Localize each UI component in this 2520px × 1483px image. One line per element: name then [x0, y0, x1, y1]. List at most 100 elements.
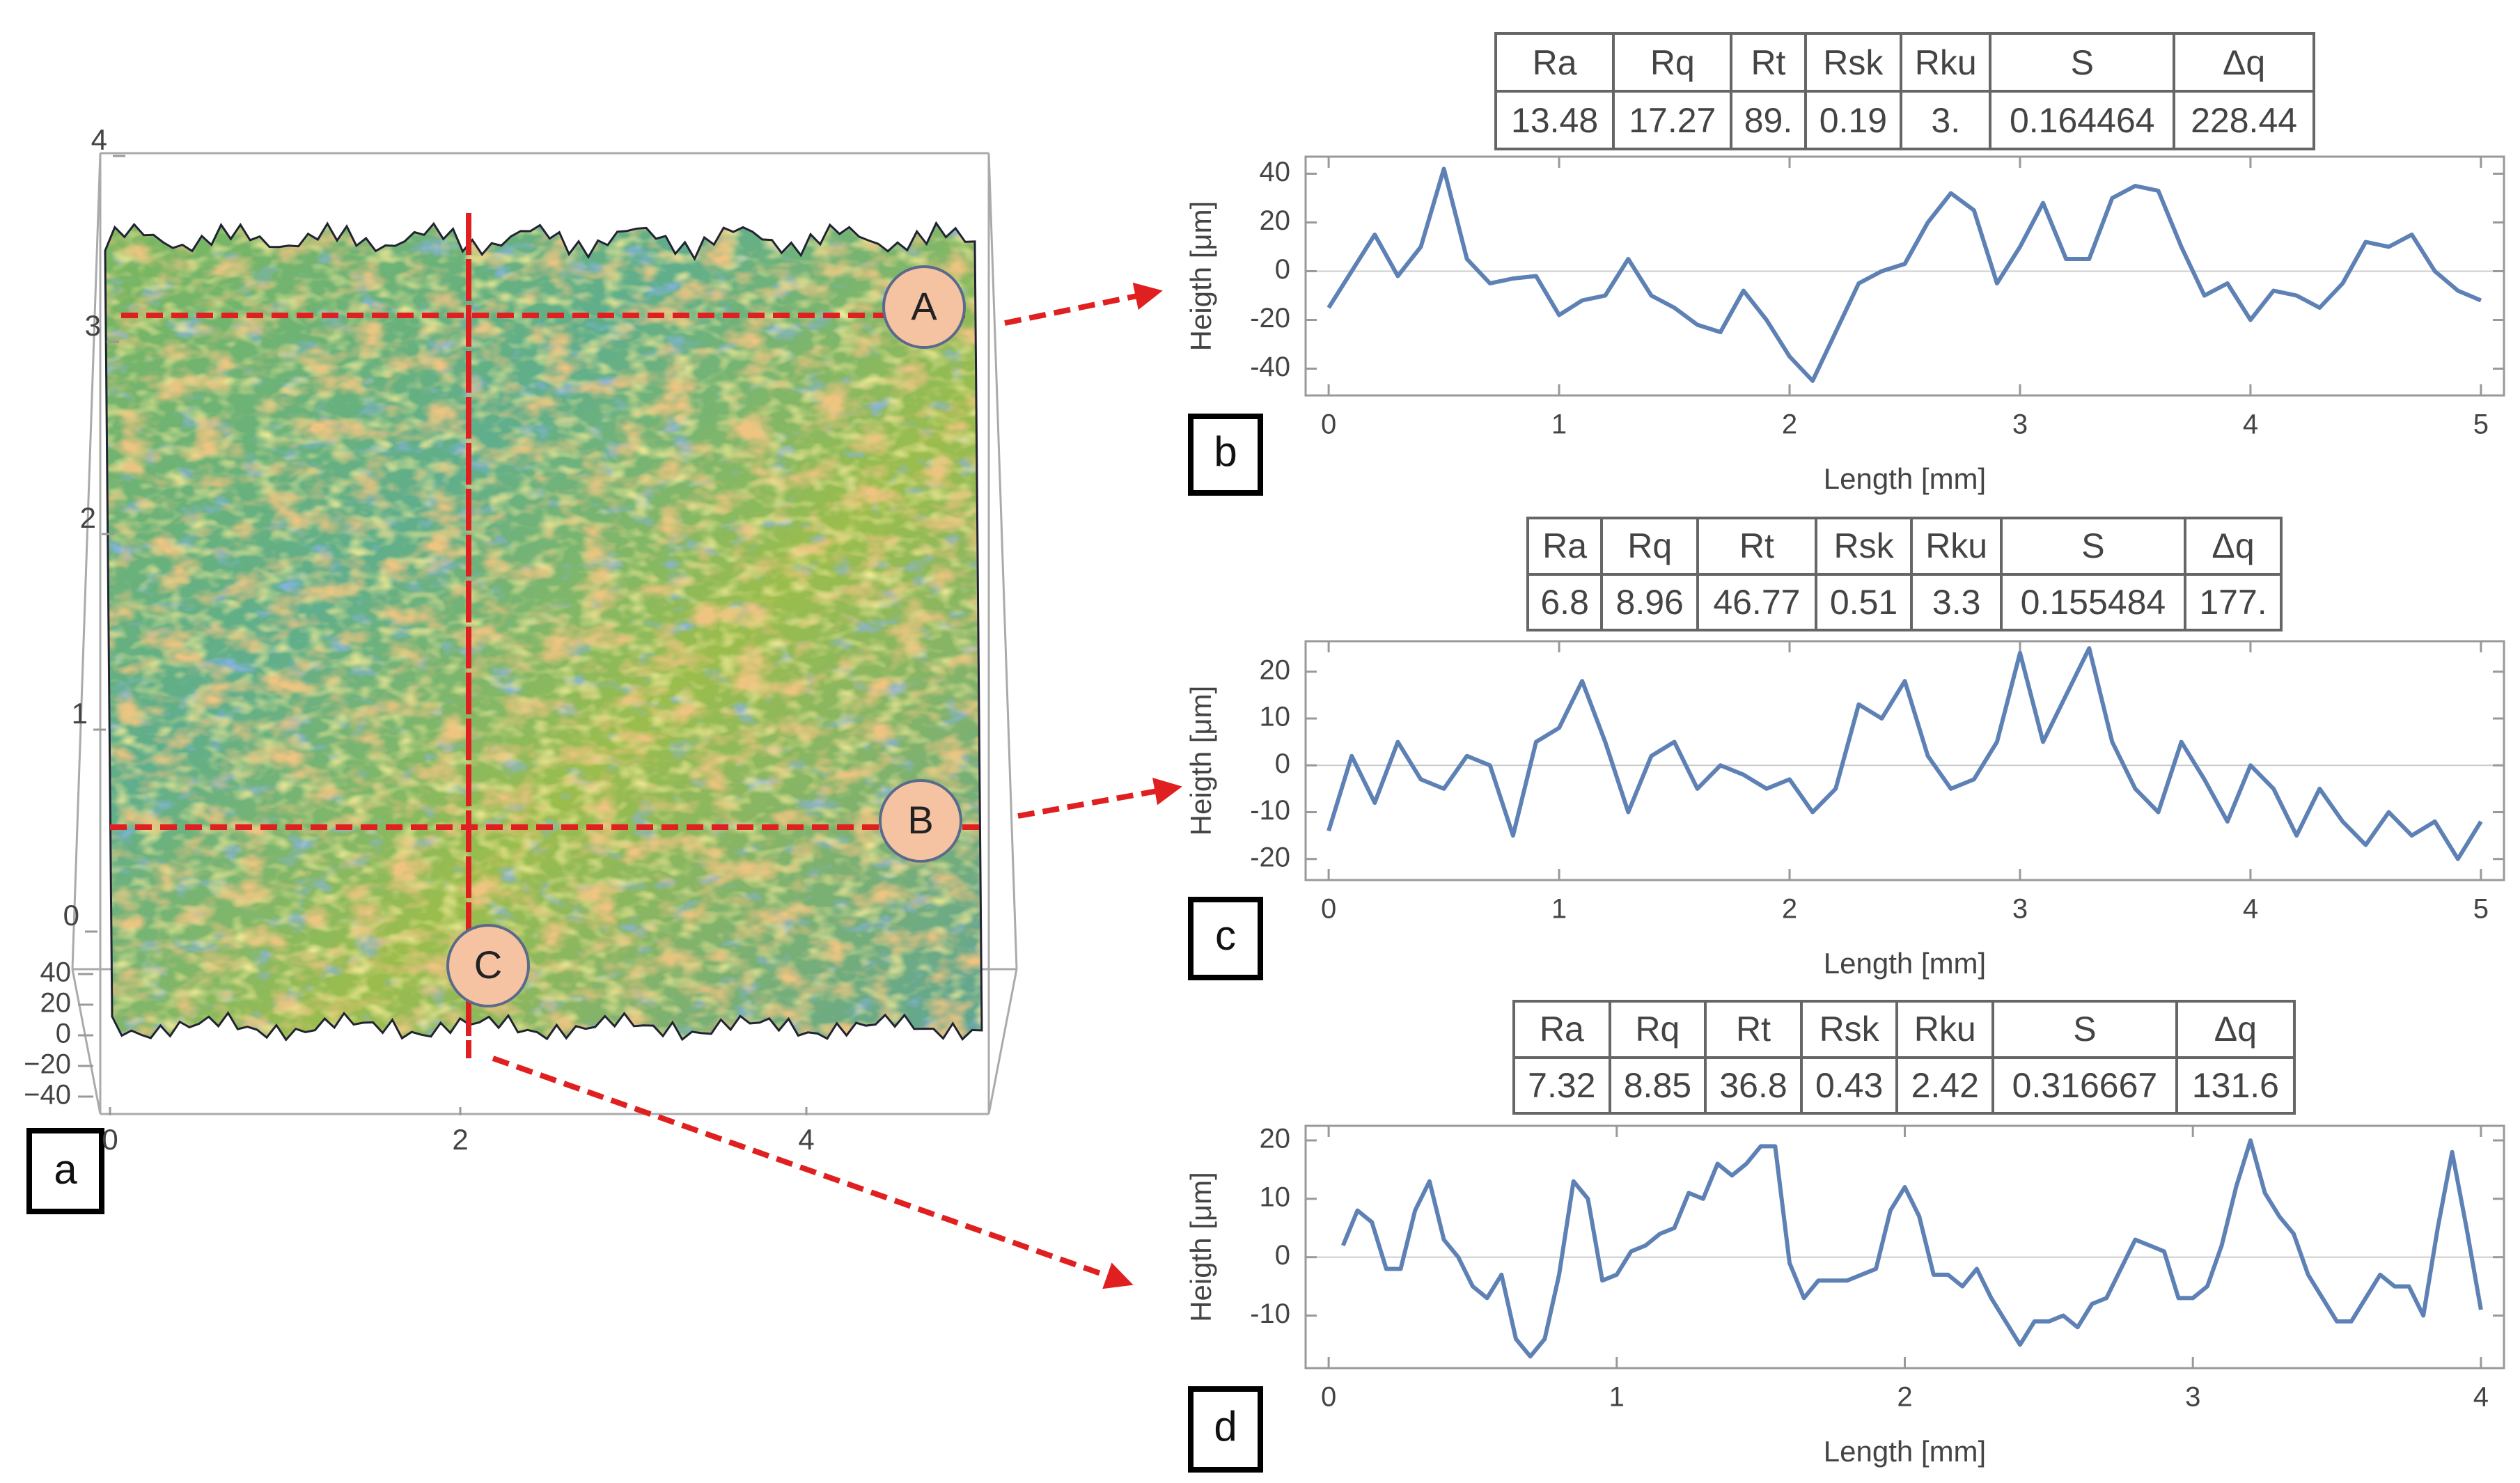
stats-header-cell: Rsk	[1803, 32, 1903, 93]
plot-frame	[1304, 155, 2505, 397]
y-tick-label: 1	[72, 697, 88, 730]
marker-circle	[879, 779, 962, 863]
stats-header-cell: S	[1991, 1000, 2178, 1059]
stats-value-cell: 0.155484	[1999, 572, 2187, 631]
stats-header-cell: Δq	[2184, 517, 2283, 576]
x-tick-label: 4	[2243, 409, 2258, 440]
z-tick-label: −40	[24, 1080, 71, 1111]
x-tick-label: 1	[1551, 894, 1567, 925]
y-tick-label: 10	[1260, 702, 1291, 732]
z-tick-label: 20	[40, 988, 72, 1019]
x-tick-label: 0	[1321, 894, 1336, 925]
stats-header-cell: S	[1999, 517, 2187, 576]
panel-label: a	[54, 1146, 77, 1193]
stats-value-cell: 0.51	[1814, 572, 1914, 631]
stats-value-cell: 228.44	[2173, 90, 2315, 150]
stats-header-cell: Rt	[1696, 517, 1817, 576]
stats-value-cell: 6.8	[1526, 572, 1604, 631]
stats-header-cell: S	[1989, 32, 2176, 93]
y-tick-label: -40	[1250, 352, 1290, 382]
stats-table-body: Ra Rq Rt Rsk Rku S Δq 7.32 8.85 36.8 0.43 2.42 0.316…	[1512, 1000, 2296, 1115]
stats-value-cell: 0.164464	[1989, 90, 2176, 150]
stats-header-cell: Rku	[1900, 32, 1992, 93]
stats-value-cell: 0.43	[1799, 1056, 1899, 1115]
y-axis-label: Heigth [μm]	[1184, 686, 1217, 836]
stats-header-row: Ra Rq Rt Rsk Rku S Δq	[1526, 517, 2283, 576]
panel-label: b	[1214, 428, 1237, 475]
stats-table-body: Ra Rq Rt Rsk Rku S Δq 6.8 8.96 46.77 0.51 3.3 0.1554…	[1526, 517, 2283, 631]
stats-header-cell: Δq	[2173, 32, 2315, 93]
y-tick-label: 40	[1260, 157, 1291, 187]
y-axis-label: Heigth [μm]	[1184, 201, 1217, 352]
x-tick-label: 1	[1551, 409, 1567, 440]
x-tick-label: 4	[798, 1123, 814, 1156]
section-lines	[110, 213, 1182, 1289]
y-tick-label: 3	[85, 309, 101, 342]
y-tick-label: 20	[1260, 1124, 1291, 1154]
x-tick-label: 0	[1321, 409, 1336, 440]
x-tick-label: 5	[2473, 894, 2489, 925]
stats-header-cell: Rq	[1600, 517, 1700, 576]
y-tick-label: 20	[1260, 205, 1291, 236]
stats-value-cell: 89.	[1730, 90, 1807, 150]
stats-value-cell: 17.27	[1612, 90, 1733, 150]
marker-circle	[446, 924, 530, 1007]
stats-header-cell: Rsk	[1814, 517, 1914, 576]
stats-value-cell: 13.48	[1494, 90, 1615, 150]
stats-value-cell: 3.3	[1910, 572, 2003, 631]
stats-value-cell: 8.96	[1600, 572, 1700, 631]
stats-header-cell: Rku	[1910, 517, 2003, 576]
x-tick-label: 4	[2243, 894, 2258, 925]
stats-header-cell: Ra	[1494, 32, 1615, 93]
arrow	[492, 1056, 1134, 1289]
box-edge	[71, 152, 102, 970]
profile-chart: -40 -20 0 20 40 0 1 2 3 4 5 Length [mm] Heigth [μm] b	[1184, 155, 2505, 496]
y-tick-label: 10	[1260, 1182, 1291, 1212]
stats-value-cell: 177.	[2184, 572, 2283, 631]
stats-value-cell: 131.6	[2175, 1056, 2296, 1115]
stats-value-cell: 0.316667	[1991, 1056, 2178, 1115]
stats-value-row: 7.32 8.85 36.8 0.43 2.42 0.316667 131.6	[1512, 1056, 2296, 1115]
stats-header-cell: Δq	[2175, 1000, 2296, 1059]
stats-value-row: 13.48 17.27 89. 0.19 3. 0.164464 228.44	[1494, 90, 2315, 150]
y-tick-label: 0	[1275, 1240, 1290, 1271]
surface-outline	[104, 221, 983, 1042]
x-tick-label: 3	[2012, 409, 2028, 440]
marker-label: B	[907, 798, 933, 842]
y-axis-label: Heigth [μm]	[1184, 1172, 1217, 1322]
stats-value-row: 6.8 8.96 46.77 0.51 3.3 0.155484 177.	[1526, 572, 2283, 631]
stats-header-cell: Ra	[1512, 1000, 1611, 1059]
stats-header-cell: Rku	[1895, 1000, 1995, 1059]
x-tick-label: 1	[1609, 1382, 1625, 1413]
x-axis-label: Length [mm]	[1824, 947, 1986, 980]
stats-table: Ra Rq Rt Rsk Rku S Δq 13.48 17.27 89. 0.19 3. 0.1644…	[1494, 32, 2315, 150]
x-tick-label: 4	[2473, 1382, 2489, 1413]
z-tick-label: 0	[56, 1019, 71, 1049]
y-tick-label: -20	[1250, 303, 1290, 334]
profile-line	[1326, 166, 2482, 383]
x-axis-label: Length [mm]	[1824, 462, 1986, 495]
x-tick-label: 2	[452, 1123, 468, 1156]
x-tick-label: 2	[1782, 894, 1797, 925]
arrow	[1017, 777, 1182, 819]
y-tick-label: 0	[63, 899, 79, 932]
stats-value-cell: 36.8	[1704, 1056, 1803, 1115]
surface	[104, 221, 983, 1042]
x-tick-label: 3	[2012, 894, 2028, 925]
panel-label-box	[26, 1128, 104, 1214]
x-tick-label: 5	[2473, 409, 2489, 440]
x-tick-label: 2	[1897, 1382, 1912, 1413]
profile-line	[1341, 1138, 2483, 1359]
panel-label-box	[1188, 414, 1263, 496]
profile-chart: -20 -10 0 10 20 0 1 2 3 4 5 Length [mm] Heigth [μm] c	[1184, 640, 2505, 980]
stats-value-cell: 8.85	[1608, 1056, 1707, 1115]
y-tick-label: -10	[1250, 1298, 1290, 1329]
panel-label: d	[1214, 1403, 1237, 1450]
stats-table-body: Ra Rq Rt Rsk Rku S Δq 13.48 17.27 89. 0.19 3. 0.1644…	[1494, 32, 2315, 150]
x-tick-label: 0	[1321, 1382, 1336, 1413]
stats-value-cell: 2.42	[1895, 1056, 1995, 1115]
marker-label: C	[474, 943, 502, 987]
stats-table: Ra Rq Rt Rsk Rku S Δq 6.8 8.96 46.77 0.51 3.3 0.1554…	[1526, 517, 2283, 631]
stats-header-row: Ra Rq Rt Rsk Rku S Δq	[1494, 32, 2315, 93]
